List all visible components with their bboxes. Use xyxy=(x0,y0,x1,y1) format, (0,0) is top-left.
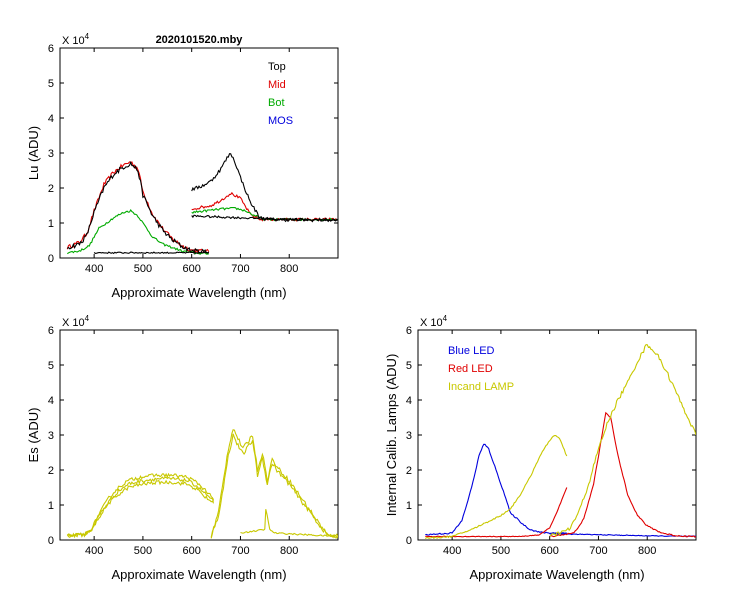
y-tick-label: 3 xyxy=(406,430,412,442)
x-tick-label: 800 xyxy=(280,545,298,557)
series-line-es-4 xyxy=(210,429,338,539)
y-exponent-power: 4 xyxy=(85,32,90,41)
y-tick-label: 0 xyxy=(48,253,54,265)
series-line-es-3 xyxy=(67,479,215,538)
series-line-red-led xyxy=(425,487,568,538)
x-tick-label: 700 xyxy=(231,263,249,275)
x-tick-label: 400 xyxy=(85,545,103,557)
legend: Top Mid Bot MOS xyxy=(268,61,293,127)
chart-lamps: 400 500 600 700 800 0 1 2 3 4 5 6 Approximate Wavel… xyxy=(384,314,697,582)
series-line-incand-lamp xyxy=(549,344,696,538)
y-tick-label: 1 xyxy=(406,500,412,512)
y-exponent-power: 4 xyxy=(85,314,90,323)
y-tick-label: 0 xyxy=(48,535,54,547)
series-line-es-6 xyxy=(240,509,338,538)
legend-entry: Red LED xyxy=(448,363,493,375)
y-tick-label: 6 xyxy=(48,325,54,337)
legend-entry: Top xyxy=(268,61,286,73)
series-line-top xyxy=(67,160,210,256)
chart-title: 2020101520.mby xyxy=(156,34,244,46)
x-tick-label: 800 xyxy=(638,545,656,557)
y-tick-label: 6 xyxy=(406,325,412,337)
y-exponent-base: X 10 xyxy=(420,317,443,329)
x-tick-label: 400 xyxy=(85,263,103,275)
legend-entry: Bot xyxy=(268,97,285,109)
y-exponent-power: 4 xyxy=(443,314,448,323)
x-tick-label: 700 xyxy=(589,545,607,557)
x-tick-label: 700 xyxy=(231,545,249,557)
legend-entry: Incand LAMP xyxy=(448,381,514,393)
y-exponent: X 104 xyxy=(62,314,90,329)
y-tick-label: 2 xyxy=(48,465,54,477)
y-tick-label: 5 xyxy=(406,360,412,372)
y-axis-label: Lu (ADU) xyxy=(26,126,41,180)
y-axis-label: Es (ADU) xyxy=(26,408,41,463)
series-line-incand-lamp xyxy=(424,435,568,540)
legend-entry: Mid xyxy=(268,79,286,91)
series-line-bot xyxy=(66,209,209,255)
series-line-blue-led xyxy=(549,532,696,538)
plot-frame xyxy=(417,329,697,541)
y-tick-label: 2 xyxy=(406,465,412,477)
series-line-red-led xyxy=(549,411,696,538)
y-tick-label: 2 xyxy=(48,183,54,195)
y-tick-label: 6 xyxy=(48,43,54,55)
x-tick-label: 600 xyxy=(183,545,201,557)
legend-entry: Blue LED xyxy=(448,345,495,357)
y-tick-label: 3 xyxy=(48,148,54,160)
y-tick-label: 4 xyxy=(406,395,412,407)
series-line-top xyxy=(191,214,338,222)
y-tick-label: 4 xyxy=(48,113,54,125)
x-tick-label: 400 xyxy=(443,545,461,557)
series-line-es-2 xyxy=(66,472,215,539)
x-tick-label: 500 xyxy=(134,263,152,275)
y-tick-label: 1 xyxy=(48,218,54,230)
y-exponent-base: X 10 xyxy=(62,35,85,47)
x-tick-label: 500 xyxy=(134,545,152,557)
y-tick-label: 1 xyxy=(48,500,54,512)
chart-es: 400 500 600 700 800 0 1 2 3 4 5 6 Approximate Wavel… xyxy=(26,314,339,582)
x-tick-label: 800 xyxy=(280,263,298,275)
y-tick-label: 3 xyxy=(48,430,54,442)
x-tick-label: 500 xyxy=(492,545,510,557)
series-line-mid xyxy=(66,161,210,255)
y-tick-label: 5 xyxy=(48,360,54,372)
x-tick-label: 600 xyxy=(183,263,201,275)
series-line-top xyxy=(191,153,338,223)
y-tick-label: 4 xyxy=(48,395,54,407)
series-line-top xyxy=(93,251,209,255)
y-exponent: X 104 xyxy=(420,314,448,329)
legend-entry: MOS xyxy=(268,115,293,127)
y-exponent-base: X 10 xyxy=(62,317,85,329)
x-axis-label: Approximate Wavelength (nm) xyxy=(111,567,286,582)
legend: Blue LED Red LED Incand LAMP xyxy=(448,345,514,393)
x-tick-label: 600 xyxy=(541,545,559,557)
series-line-blue-led xyxy=(425,443,567,536)
y-tick-label: 5 xyxy=(48,78,54,90)
y-tick-label: 0 xyxy=(406,535,412,547)
chart-lu: 400 500 600 700 800 0 1 2 3 4 5 6 2020101520.mby Ap… xyxy=(26,32,339,300)
x-axis-label: Approximate Wavelength (nm) xyxy=(469,567,644,582)
x-axis-label: Approximate Wavelength (nm) xyxy=(111,285,286,300)
series-line-es-5 xyxy=(210,433,338,539)
y-exponent: X 104 xyxy=(62,32,90,47)
y-axis-label: Internal Calib. Lamps (ADU) xyxy=(384,354,399,517)
